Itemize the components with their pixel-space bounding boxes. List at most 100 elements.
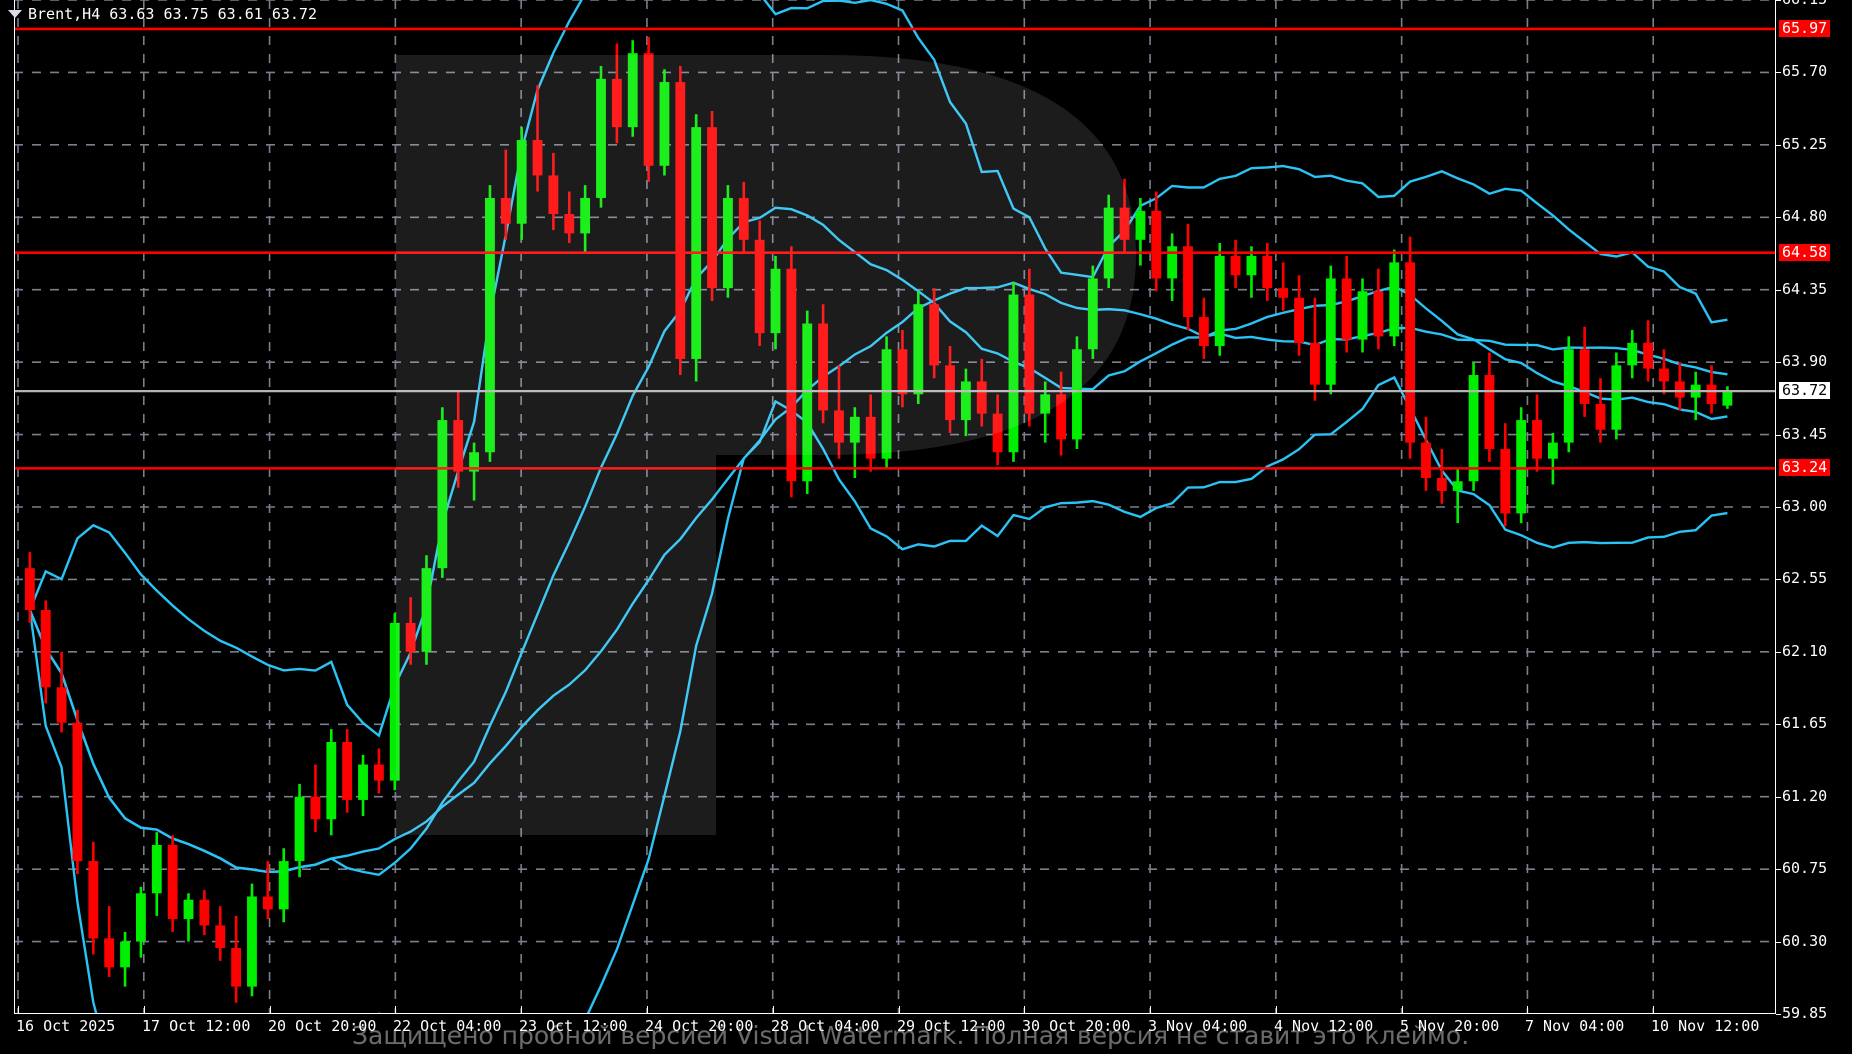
candle-body[interactable] [500, 197, 511, 224]
candle-body[interactable] [1659, 368, 1669, 382]
candle-body[interactable] [1627, 342, 1638, 366]
candle-body[interactable] [278, 861, 289, 910]
candle-body[interactable] [326, 741, 337, 820]
candle-body[interactable] [960, 381, 971, 421]
candle-body[interactable] [1532, 420, 1542, 459]
candle-body[interactable] [580, 197, 591, 234]
candle-body[interactable] [310, 796, 321, 820]
candle-body[interactable] [1024, 294, 1035, 414]
candle-body[interactable] [1595, 403, 1606, 430]
candle-body[interactable] [929, 304, 940, 366]
candle-body[interactable] [1468, 375, 1479, 482]
candle-body[interactable] [1325, 278, 1336, 385]
candle-body[interactable] [691, 127, 702, 359]
candle-body[interactable] [199, 899, 210, 926]
price-marker-resistance-mid[interactable]: 64.58 [1779, 244, 1831, 261]
candle-body[interactable] [1135, 210, 1146, 240]
candlestick-chart[interactable] [14, 0, 1775, 1014]
candle-body[interactable] [1706, 384, 1717, 404]
candle-body[interactable] [1214, 255, 1225, 347]
candle-body[interactable] [1198, 317, 1209, 347]
candle-body[interactable] [1167, 246, 1178, 279]
candle-body[interactable] [643, 53, 654, 166]
candle-body[interactable] [373, 764, 384, 781]
candle-body[interactable] [1611, 365, 1622, 430]
candle-body[interactable] [1484, 375, 1495, 450]
candle-body[interactable] [707, 127, 717, 289]
candle-body[interactable] [215, 925, 226, 949]
candle-body[interactable] [834, 410, 844, 443]
candle-body[interactable] [1103, 207, 1114, 279]
price-marker-resistance-high[interactable]: 65.97 [1779, 20, 1831, 37]
candle-body[interactable] [1087, 278, 1098, 350]
candle-body[interactable] [342, 741, 353, 800]
candle-body[interactable] [151, 845, 162, 894]
candle-body[interactable] [1405, 262, 1416, 443]
candle-body[interactable] [40, 610, 51, 688]
candle-body[interactable] [453, 420, 464, 472]
candle-body[interactable] [167, 845, 178, 920]
candle-body[interactable] [389, 622, 400, 781]
candle-body[interactable] [865, 416, 876, 459]
candle-body[interactable] [532, 140, 543, 176]
candle-body[interactable] [611, 78, 622, 128]
candle-body[interactable] [1151, 210, 1162, 279]
chart-plot-area[interactable] [14, 0, 1775, 1014]
candle-body[interactable] [136, 893, 146, 942]
candle-body[interactable] [516, 140, 527, 224]
candle-body[interactable] [358, 764, 368, 800]
price-marker-current[interactable]: 63.72 [1779, 382, 1831, 399]
candle-body[interactable] [1119, 207, 1130, 240]
candle-body[interactable] [421, 568, 432, 652]
candle-body[interactable] [1246, 255, 1257, 276]
candle-body[interactable] [1643, 342, 1653, 369]
candle-body[interactable] [818, 323, 829, 411]
candle-body[interactable] [231, 948, 242, 987]
price-axis[interactable]: 66.15 65.70 65.25 64.80 64.35 63.90 63.45 63.00… [1776, 0, 1852, 1021]
candle-body[interactable] [485, 197, 495, 453]
candle-body[interactable] [1452, 481, 1463, 491]
candle-body[interactable] [1674, 381, 1685, 398]
candle-body[interactable] [802, 323, 813, 482]
candle-body[interactable] [976, 381, 987, 414]
candle-body[interactable] [1547, 442, 1558, 459]
candle-body[interactable] [405, 622, 416, 652]
candle-body[interactable] [723, 197, 733, 289]
candle-body[interactable] [1056, 394, 1066, 440]
symbol-header[interactable]: Brent,H4 63.63 63.75 63.61 63.72 [8, 6, 317, 22]
candle-body[interactable] [1563, 349, 1574, 443]
candle-body[interactable] [992, 413, 1003, 453]
candle-body[interactable] [897, 349, 908, 395]
candle-body[interactable] [1357, 291, 1368, 340]
candle-body[interactable] [72, 722, 83, 862]
candle-body[interactable] [548, 175, 559, 215]
candle-body[interactable] [945, 365, 955, 421]
candle-body[interactable] [1722, 391, 1733, 406]
candle-body[interactable] [262, 896, 273, 910]
candle-body[interactable] [1294, 297, 1304, 343]
candle-body[interactable] [1516, 420, 1527, 514]
candle-body[interactable] [913, 304, 924, 395]
candle-body[interactable] [469, 452, 479, 472]
candle-body[interactable] [56, 687, 67, 723]
candle-body[interactable] [1262, 255, 1273, 289]
candle-body[interactable] [786, 268, 797, 482]
candle-body[interactable] [88, 861, 99, 939]
candle-body[interactable] [659, 82, 670, 166]
candle-body[interactable] [24, 568, 35, 611]
candle-body[interactable] [247, 896, 257, 987]
candle-body[interactable] [738, 197, 749, 240]
candle-body[interactable] [1183, 246, 1193, 318]
candle-body[interactable] [1373, 291, 1384, 337]
candle-body[interactable] [1500, 449, 1511, 514]
candle-body[interactable] [1579, 349, 1590, 404]
candle-body[interactable] [1310, 342, 1320, 385]
candle-body[interactable] [1230, 255, 1241, 276]
candle-body[interactable] [1040, 394, 1051, 414]
candle-body[interactable] [564, 214, 575, 234]
candle-body[interactable] [675, 82, 686, 359]
candle-body[interactable] [881, 349, 892, 459]
candle-body[interactable] [1341, 278, 1352, 340]
candle-body[interactable] [1436, 478, 1447, 491]
candle-body[interactable] [104, 938, 115, 968]
